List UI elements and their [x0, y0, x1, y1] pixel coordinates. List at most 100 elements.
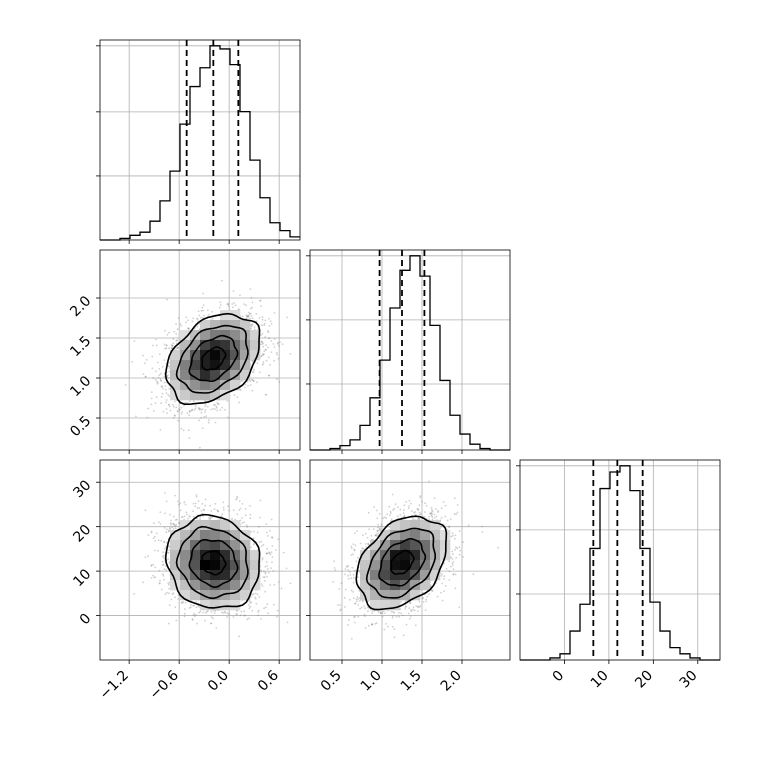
scatter-point — [193, 400, 195, 403]
scatter-point — [430, 506, 433, 509]
scatter-point — [360, 606, 363, 609]
scatter-point — [173, 523, 175, 526]
scatter-point — [425, 504, 428, 507]
scatter-point — [192, 510, 194, 513]
scatter-point — [389, 512, 392, 515]
scatter-point — [192, 605, 195, 607]
contour-line — [201, 550, 227, 576]
scatter-point — [196, 507, 199, 509]
scatter-point — [180, 602, 183, 604]
scatter-point — [358, 589, 361, 592]
scatter-point — [213, 612, 216, 614]
scatter-point — [257, 611, 259, 613]
scatter-point — [394, 503, 397, 505]
scatter-point — [167, 558, 170, 560]
scatter-point — [150, 530, 153, 533]
scatter-point — [400, 600, 403, 603]
scatter-point — [173, 515, 175, 518]
scatter-point — [176, 410, 179, 412]
scatter-point — [233, 302, 236, 304]
scatter-point — [216, 509, 219, 511]
density-cell — [240, 560, 251, 571]
scatter-point — [199, 407, 202, 410]
scatter-point — [156, 380, 158, 383]
scatter-point — [167, 529, 170, 532]
scatter-point — [211, 310, 213, 313]
scatter-point — [262, 576, 265, 579]
density-cell — [180, 520, 191, 531]
scatter-point — [238, 500, 241, 502]
scatter-point — [240, 380, 243, 382]
scatter-point — [191, 408, 194, 411]
density-cell — [420, 540, 431, 551]
scatter-point — [204, 409, 207, 411]
scatter-point — [175, 347, 178, 350]
scatter-point — [248, 600, 251, 602]
density-cell — [380, 530, 391, 541]
scatter-point — [244, 508, 247, 510]
scatter-point — [273, 346, 276, 348]
scatter-point — [197, 500, 200, 502]
scatter-point — [260, 355, 263, 357]
scatter-point — [240, 610, 243, 613]
scatter-point — [262, 363, 265, 365]
scatter-point — [260, 570, 262, 573]
scatter-point — [350, 545, 353, 548]
scatter-point — [163, 578, 166, 581]
density-cell — [220, 550, 231, 561]
density-cell — [420, 580, 431, 591]
scatter-point — [302, 552, 304, 554]
scatter-point — [188, 410, 191, 413]
scatter-point — [382, 610, 385, 613]
density-cell — [210, 550, 221, 561]
density-cell — [220, 540, 231, 551]
scatter-point — [203, 314, 205, 317]
y-tick-label: 30 — [70, 477, 94, 501]
density-cell — [180, 550, 191, 561]
scatter-point — [410, 615, 412, 617]
density-cell — [400, 570, 411, 581]
scatter-point — [395, 615, 398, 618]
density-cell — [210, 360, 221, 371]
scatter-point — [264, 579, 266, 582]
scatter-point — [152, 537, 155, 540]
density-cell — [360, 550, 371, 561]
scatter-point — [142, 581, 145, 584]
density-cell — [400, 530, 411, 541]
scatter-point — [164, 388, 167, 391]
scatter-point — [276, 609, 279, 612]
density-cell — [240, 330, 251, 341]
scatter-point — [165, 347, 168, 350]
density-cell — [170, 390, 181, 401]
scatter-point — [370, 623, 373, 626]
scatter-point — [451, 557, 454, 560]
y-tick-label: 2.0 — [67, 293, 94, 320]
scatter-point — [400, 612, 402, 615]
density-cell — [200, 580, 211, 591]
scatter-point — [245, 314, 248, 317]
scatter-point — [256, 362, 259, 365]
scatter-point — [183, 515, 186, 518]
density-cell — [250, 560, 261, 571]
scatter-point — [440, 526, 442, 528]
density-cell — [230, 320, 241, 331]
scatter-point — [358, 569, 361, 572]
scatter-point — [160, 396, 163, 398]
scatter-point — [162, 563, 165, 566]
scatter-point — [135, 415, 137, 418]
histogram-panel-param-1 — [306, 249, 511, 454]
scatter-point — [237, 308, 240, 311]
density-cell — [170, 580, 181, 591]
scatter-point — [200, 408, 203, 411]
scatter-point — [393, 507, 395, 510]
scatter-point — [271, 556, 274, 558]
y-tick-label: 20 — [70, 522, 94, 546]
density-cell — [380, 600, 391, 611]
scatter-point — [374, 534, 377, 537]
scatter-point — [362, 547, 365, 550]
scatter-point — [144, 375, 147, 378]
density-cell — [230, 560, 241, 571]
scatter-point — [276, 353, 278, 356]
density-cell — [220, 330, 231, 341]
scatter-point — [157, 376, 160, 379]
